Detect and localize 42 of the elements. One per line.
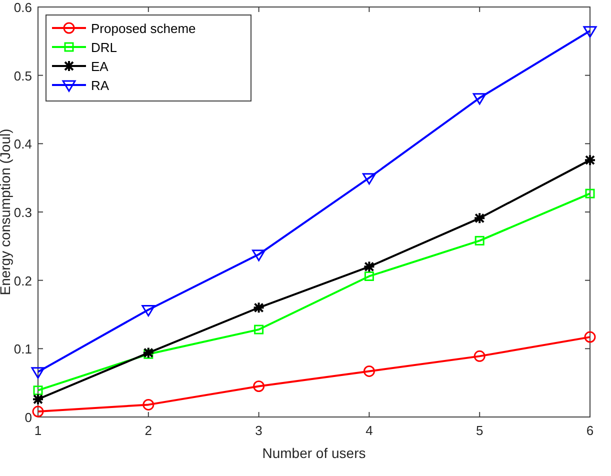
y-tick-label: 0.3 (14, 205, 32, 220)
y-tick-label: 0.2 (14, 273, 32, 288)
point (583, 26, 597, 38)
y-tick-label: 0.4 (14, 136, 32, 152)
point (362, 173, 376, 185)
point (252, 250, 266, 262)
x-tick-label: 6 (586, 423, 594, 438)
y-axis-title: Energy consumption (Joul) (0, 128, 13, 296)
legend-label: EA (91, 59, 109, 74)
legend-label: RA (91, 78, 110, 93)
x-tick-label: 1 (34, 423, 42, 438)
point (584, 154, 596, 166)
x-axis-title: Number of users (262, 445, 366, 461)
legend-label: DRL (91, 40, 118, 55)
point (474, 212, 486, 224)
point (364, 271, 374, 281)
x-tick-label: 5 (476, 423, 484, 438)
point (142, 346, 154, 359)
point (253, 380, 265, 392)
legend-label: Proposed scheme (91, 21, 196, 36)
x-tick-label: 2 (144, 423, 152, 438)
y-tick-label: 0 (24, 410, 32, 425)
point (31, 367, 45, 379)
point (474, 236, 484, 246)
point (32, 393, 44, 406)
point (472, 93, 486, 105)
y-tick-label: 0.6 (14, 0, 32, 15)
point (474, 350, 486, 362)
point (33, 386, 43, 396)
point (142, 398, 154, 410)
x-tick-label: 3 (255, 423, 262, 438)
point (32, 406, 44, 418)
point (584, 331, 596, 343)
point (585, 188, 595, 198)
point (142, 304, 156, 316)
point (363, 365, 375, 377)
y-tick-label: 0.1 (14, 342, 32, 357)
point (252, 302, 265, 314)
point (363, 260, 376, 273)
point (254, 324, 264, 334)
y-tick-label: 0.5 (14, 68, 32, 84)
x-tick-label: 4 (366, 423, 373, 438)
